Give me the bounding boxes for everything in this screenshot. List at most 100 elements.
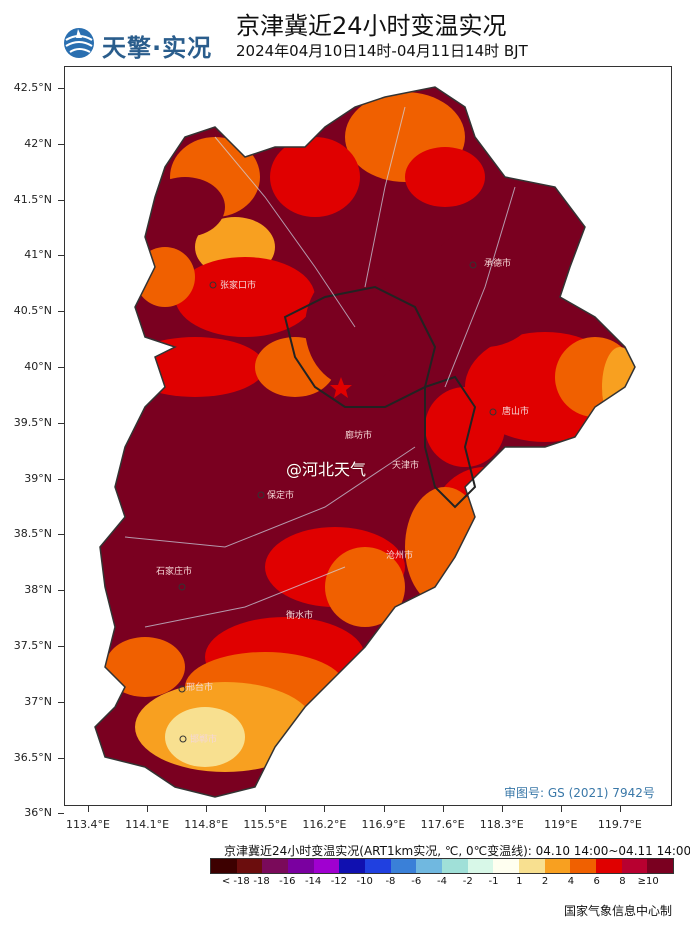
city-label-tangshan: 唐山市 xyxy=(502,407,530,417)
lon-tick xyxy=(88,806,89,812)
legend-label: -12 xyxy=(330,876,348,887)
legend-swatch xyxy=(493,859,520,873)
lat-tick-label: 37.5°N xyxy=(13,639,52,652)
lat-tick-label: 39.5°N xyxy=(13,415,52,429)
lat-tick-label: 42°N xyxy=(24,136,52,150)
legend-swatch xyxy=(519,859,545,873)
legend-label: -2 xyxy=(462,876,473,887)
lon-tick xyxy=(501,806,503,812)
legend-swatch xyxy=(288,859,314,873)
legend-swatch xyxy=(416,859,443,873)
lat-tick xyxy=(58,311,64,313)
lat-tick-label: 38°N xyxy=(24,583,52,597)
legend-label: < -18 xyxy=(221,876,250,887)
lat-tick xyxy=(58,255,64,257)
legend-title: 京津冀近24小时变温实况(ART1km实况, ℃, 0℃变温线): 04.10 … xyxy=(224,844,690,858)
legend-label: 8 xyxy=(619,876,626,887)
legend-label: -8 xyxy=(385,876,396,887)
legend-label: -16 xyxy=(279,876,296,887)
lon-tick xyxy=(442,806,444,812)
legend-labels: < -18 -18 -16 -14 -12 -10 -8 -6 -4 -2 -1 1 2 4 6 8 ≥10 xyxy=(210,876,674,890)
lat-tick xyxy=(58,367,64,368)
lat-tick xyxy=(58,422,64,424)
lat-tick-label: 39°N xyxy=(24,471,52,485)
city-markers xyxy=(178,261,497,743)
city-label-tianjin: 天津市 xyxy=(392,461,420,471)
legend-label: -4 xyxy=(437,876,447,887)
city-label-shijiazhuang: 石家庄市 xyxy=(156,567,193,577)
lat-tick-label: 36°N xyxy=(24,806,52,820)
lat-tick xyxy=(58,757,64,759)
lon-tick xyxy=(147,806,149,812)
globe-icon xyxy=(64,28,94,58)
legend-label: ≥10 xyxy=(637,876,659,887)
legend-swatch xyxy=(236,859,263,873)
weibo-watermark: @河北天气 xyxy=(286,460,367,479)
temperature-change-map xyxy=(94,86,636,798)
legend-label: 2 xyxy=(541,876,549,887)
city-label-langfang: 廊坊市 xyxy=(345,431,373,441)
city-label-chengde: 承德市 xyxy=(484,259,512,269)
lon-tick-label: 118.3°E xyxy=(479,818,524,831)
lat-tick xyxy=(58,813,64,815)
lon-tick-label: 115.5°E xyxy=(243,818,288,831)
lon-tick xyxy=(383,806,385,812)
lon-tick-label: 114.1°E xyxy=(125,818,170,831)
legend-label: 4 xyxy=(567,876,575,887)
lat-tick-label: 38.5°N xyxy=(13,527,52,541)
credit-text: 国家气象信息中心制 xyxy=(563,904,672,918)
tianqing-logo: 天擎·实况 xyxy=(58,22,238,64)
legend-swatch xyxy=(647,859,674,873)
legend-label: -10 xyxy=(356,876,373,887)
lon-tick xyxy=(265,806,267,812)
lat-tick-label: 42.5°N xyxy=(13,81,52,94)
map-title: 京津冀近24小时变温实况 xyxy=(236,12,507,40)
city-label-cangzhou: 沧州市 xyxy=(386,551,414,561)
legend-swatch xyxy=(596,859,622,873)
legend-swatch xyxy=(544,859,571,873)
legend-swatch xyxy=(442,859,468,873)
legend-label: 1 xyxy=(516,876,523,887)
lon-tick-label: 114.8°E xyxy=(184,818,229,831)
city-label-xingtai: 邢台市 xyxy=(186,683,214,693)
lat-tick xyxy=(58,701,64,703)
lon-tick xyxy=(560,806,562,812)
legend-swatch xyxy=(467,859,494,873)
legend-label: 6 xyxy=(593,876,600,887)
city-label-hengshui: 衡水市 xyxy=(286,611,314,621)
lat-tick xyxy=(58,478,64,480)
legend-swatch xyxy=(570,859,597,873)
lon-tick-label: 117.6°E xyxy=(420,818,465,831)
city-label-handan: 邯郸市 xyxy=(190,735,218,745)
city-label-zhangjiakou: 张家口市 xyxy=(220,281,257,291)
lat-tick xyxy=(58,88,64,89)
city-label-baoding: 保定市 xyxy=(267,491,295,501)
lat-tick xyxy=(58,534,64,536)
logo-text: 天擎·实况 xyxy=(102,34,213,62)
legend-swatch xyxy=(262,859,289,873)
lon-tick-label: 116.2°E xyxy=(302,818,347,831)
map-frame xyxy=(64,66,672,806)
legend-swatch xyxy=(390,859,417,873)
map-review-number: 审图号: GS (2021) 7942号 xyxy=(504,786,655,800)
lat-tick-label: 41°N xyxy=(24,248,52,262)
legend-label: -14 xyxy=(304,876,322,887)
legend-swatch xyxy=(365,859,391,873)
lat-tick-label: 37°N xyxy=(24,694,52,708)
lat-tick-label: 36.5°N xyxy=(13,750,52,764)
map-subtitle: 2024年04月10日14时-04月11日14时 BJT xyxy=(236,42,528,60)
lat-tick xyxy=(58,646,64,647)
legend-colorbar xyxy=(210,858,674,874)
lon-tick-label: 113.4°E xyxy=(66,818,110,831)
legend-swatch xyxy=(313,859,340,873)
lon-tick-label: 119°E xyxy=(544,818,578,831)
legend-label: -18 xyxy=(253,876,270,887)
lon-tick xyxy=(619,806,621,812)
lat-tick xyxy=(58,199,64,201)
legend-label: -1 xyxy=(488,876,499,887)
lat-tick xyxy=(58,143,64,145)
lat-tick xyxy=(58,590,64,592)
lat-tick-label: 40°N xyxy=(24,360,52,373)
legend-label: -6 xyxy=(411,876,422,887)
lon-tick-label: 119.7°E xyxy=(597,818,642,831)
